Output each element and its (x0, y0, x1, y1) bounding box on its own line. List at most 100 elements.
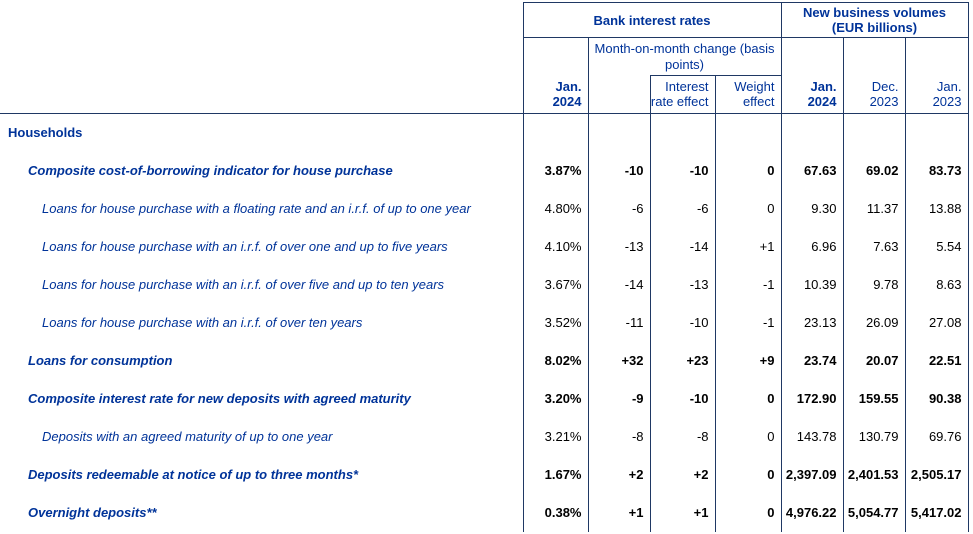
row-loans-floating-rate-up-to-one-year: Loans for house purchase with a floating… (0, 189, 969, 228)
volume-jan-2024-cell: 67.63 (780, 151, 844, 190)
volume-dec-2023-cell: 69.02 (842, 151, 906, 190)
rate-cell: 3.67% (522, 265, 589, 304)
interest-rate-effect-cell: +2 (649, 455, 716, 494)
row-loans-irf-over-ten-years: Loans for house purchase with an i.r.f. … (0, 303, 969, 342)
volume-jan-2024-cell: 172.90 (780, 379, 844, 418)
volume-jan-2023-cell: 83.73 (905, 151, 969, 190)
row-composite-rate-new-deposits: Composite interest rate for new deposits… (0, 379, 969, 418)
row-label: Loans for consumption (28, 353, 173, 368)
rate-cell: 4.10% (522, 227, 589, 266)
interest-rate-effect-cell: -14 (649, 227, 716, 266)
weight-effect-cell: -1 (714, 265, 782, 304)
row-label: Loans for house purchase with a floating… (42, 201, 471, 216)
volume-dec-2023-cell: 9.78 (842, 265, 906, 304)
weight-effect-cell (714, 113, 782, 152)
weight-effect-cell: +1 (714, 227, 782, 266)
row-households: Households (0, 113, 969, 152)
volume-jan-2024-cell: 23.74 (780, 341, 844, 380)
row-loans-irf-five-to-ten-years: Loans for house purchase with an i.r.f. … (0, 265, 969, 304)
weight-effect-cell: 0 (714, 455, 782, 494)
interest-rate-effect-cell: -8 (649, 417, 716, 456)
weight-effect-cell: -1 (714, 303, 782, 342)
row-label: Deposits with an agreed maturity of up t… (42, 429, 333, 444)
volume-dec-2023-cell: 26.09 (842, 303, 906, 342)
volume-jan-2024-cell: 9.30 (780, 189, 844, 228)
row-loans-for-consumption: Loans for consumption 8.02% +32 +23 +9 2… (0, 341, 969, 380)
interest-rate-effect-cell: +1 (649, 493, 716, 532)
mom-change-cell: -14 (587, 265, 651, 304)
rate-cell: 0.38% (522, 493, 589, 532)
rate-cell: 3.21% (522, 417, 589, 456)
volume-jan-2024-cell: 2,397.09 (780, 455, 844, 494)
weight-effect-cell: 0 (714, 379, 782, 418)
volume-jan-2024-cell: 4,976.22 (780, 493, 844, 532)
interest-rate-effect-cell (649, 113, 716, 152)
volume-dec-2023-cell: 11.37 (842, 189, 906, 228)
row-deposits-redeemable-at-notice: Deposits redeemable at notice of up to t… (0, 455, 969, 494)
interest-rate-effect-cell: -6 (649, 189, 716, 228)
volume-jan-2023-cell: 13.88 (905, 189, 969, 228)
volume-jan-2023-cell: 5.54 (905, 227, 969, 266)
mom-change-cell: +2 (587, 455, 651, 494)
row-label: Loans for house purchase with an i.r.f. … (42, 315, 363, 330)
row-label: Households (8, 125, 83, 141)
volume-dec-2023-cell: 7.63 (842, 227, 906, 266)
volume-jan-2024-cell: 6.96 (780, 227, 844, 266)
group-header-row: Bank interest rates New business volumes… (0, 2, 969, 38)
subgroup-header-mom-change: Month-on-month change (basis points) (588, 37, 782, 76)
interest-rate-effect-cell: -10 (649, 151, 716, 190)
mom-change-cell: -13 (587, 227, 651, 266)
rate-cell: 3.20% (522, 379, 589, 418)
column-header-interest-rate-effect: Interest rate effect (649, 75, 716, 114)
column-header-weight-effect: Weight effect (714, 75, 782, 114)
interest-rate-effect-cell: +23 (649, 341, 716, 380)
column-header-vol-jan-2023: Jan. 2023 (905, 37, 969, 114)
volume-dec-2023-cell: 2,401.53 (842, 455, 906, 494)
volume-jan-2024-cell: 23.13 (780, 303, 844, 342)
column-header-vol-dec-2023: Dec. 2023 (842, 37, 906, 114)
volume-jan-2023-cell: 69.76 (905, 417, 969, 456)
volume-jan-2023-cell: 2,505.17 (905, 455, 969, 494)
mom-change-cell (587, 113, 651, 152)
mom-change-cell: -10 (587, 151, 651, 190)
row-label: Loans for house purchase with an i.r.f. … (42, 239, 448, 254)
volume-jan-2024-cell: 143.78 (780, 417, 844, 456)
label-column-spacer (0, 37, 523, 114)
mom-change-cell: -9 (587, 379, 651, 418)
rate-cell: 3.52% (522, 303, 589, 342)
volume-jan-2023-cell: 5,417.02 (905, 493, 969, 532)
weight-effect-cell: 0 (714, 189, 782, 228)
column-header-vol-jan-2024: Jan. 2024 (780, 37, 844, 114)
weight-effect-cell: +9 (714, 341, 782, 380)
rate-cell: 8.02% (522, 341, 589, 380)
mom-change-cell: -6 (587, 189, 651, 228)
volume-jan-2023-cell: 22.51 (905, 341, 969, 380)
weight-effect-cell: 0 (714, 417, 782, 456)
volume-dec-2023-cell: 159.55 (842, 379, 906, 418)
interest-rate-effect-cell: -10 (649, 379, 716, 418)
label-column-spacer (0, 3, 523, 38)
column-header-rate-jan-2024: Jan. 2024 (522, 37, 589, 114)
volume-jan-2024-cell: 10.39 (780, 265, 844, 304)
row-composite-cost-of-borrowing: Composite cost-of-borrowing indicator fo… (0, 151, 969, 190)
group-header-bank-interest-rates: Bank interest rates (522, 2, 782, 38)
volume-jan-2023-cell: 8.63 (905, 265, 969, 304)
rate-cell: 4.80% (522, 189, 589, 228)
row-overnight-deposits: Overnight deposits** 0.38% +1 +1 0 4,976… (0, 493, 969, 532)
interest-rate-effect-cell: -10 (649, 303, 716, 342)
weight-effect-cell: 0 (714, 151, 782, 190)
row-label: Composite cost-of-borrowing indicator fo… (28, 163, 393, 178)
rate-cell: 3.87% (522, 151, 589, 190)
row-label: Loans for house purchase with an i.r.f. … (42, 277, 445, 292)
mom-change-cell: -8 (587, 417, 651, 456)
effect-header-row: Interest rate effect Weight effect (0, 75, 968, 114)
row-deposits-agreed-maturity-one-year: Deposits with an agreed maturity of up t… (0, 417, 969, 456)
weight-effect-cell: 0 (714, 493, 782, 532)
volume-dec-2023-cell: 20.07 (842, 341, 906, 380)
volume-dec-2023-cell: 130.79 (842, 417, 906, 456)
volume-jan-2023-cell: 27.08 (905, 303, 969, 342)
mom-change-cell: +1 (587, 493, 651, 532)
row-label: Composite interest rate for new deposits… (28, 391, 411, 406)
volume-jan-2023-cell: 90.38 (905, 379, 969, 418)
